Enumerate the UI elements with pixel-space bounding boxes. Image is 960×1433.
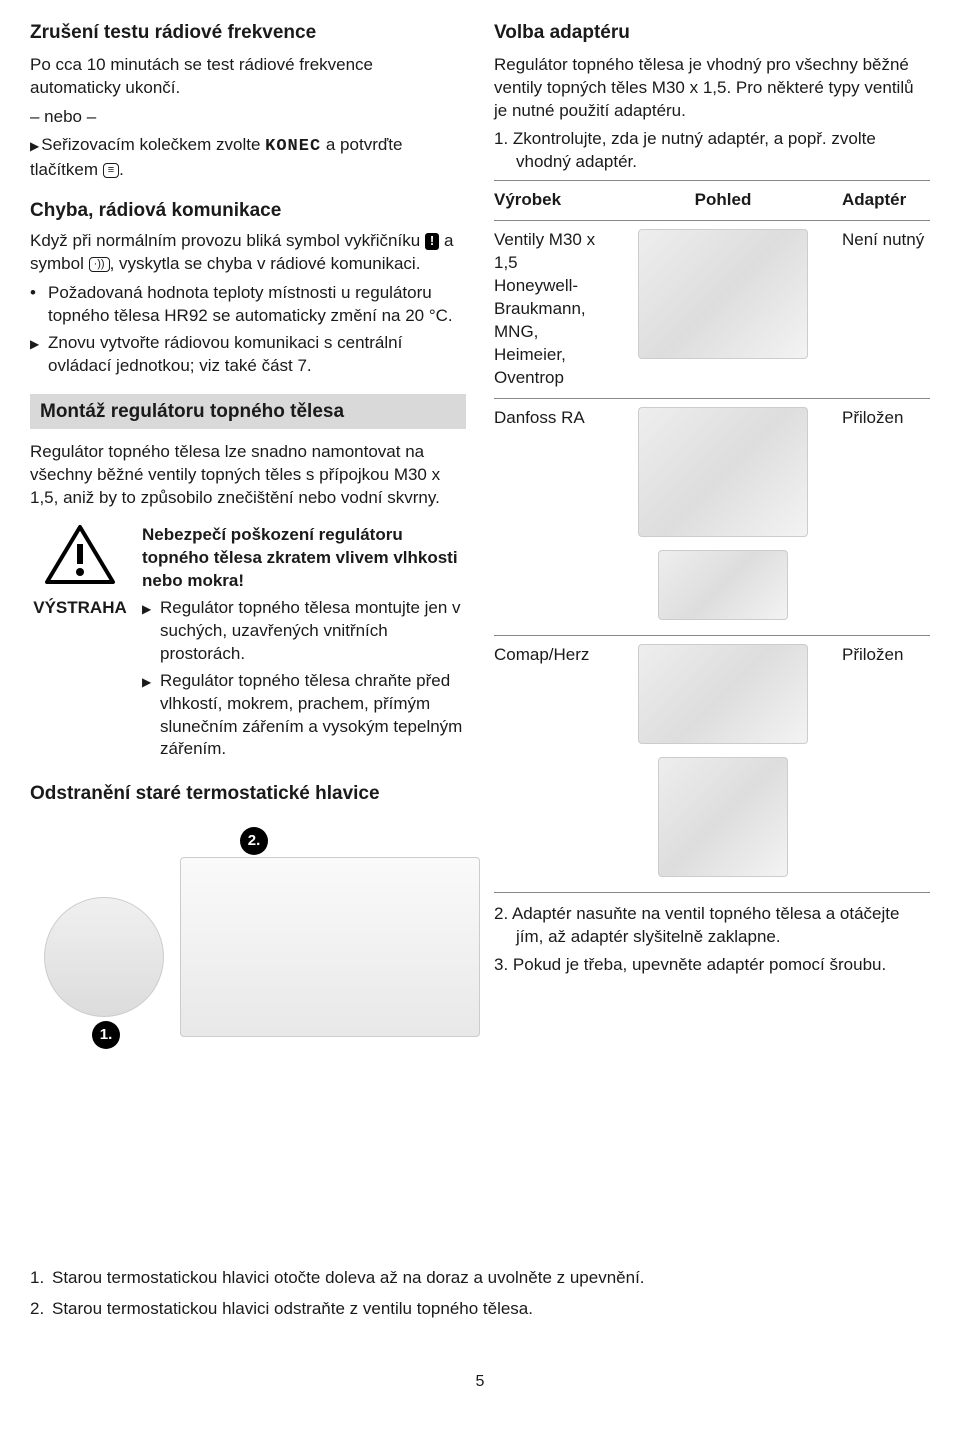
warning-title: Nebezpečí poškození regulátoru topného t…: [142, 524, 466, 593]
menu-button-icon: ≡: [103, 163, 119, 178]
text-adapter-intro: Regulátor topného tělesa je vhodný pro v…: [494, 54, 930, 123]
left-column: Zrušení testu rádiové frekvence Po cca 1…: [30, 20, 466, 1057]
heading-adapter-choice: Volba adaptéru: [494, 20, 930, 46]
adapter-row-m30: Ventily M30 x 1,5 Honeywell-Braukmann, M…: [494, 221, 930, 399]
triangle-icon: [142, 597, 160, 666]
page-number: 5: [30, 1371, 930, 1393]
warning-label: VÝSTRAHA: [30, 597, 130, 620]
valve-danfoss-image-placeholder: [638, 407, 808, 537]
step-1-check-adapter: 1. Zkontrolujte, zda je nutný adaptér, a…: [494, 128, 930, 174]
footer-step-text-1: Starou termostatickou hlavici otočte dol…: [52, 1267, 645, 1290]
th-adapter: Adaptér: [842, 189, 930, 212]
heading-cancel-test: Zrušení testu rádiové frekvence: [30, 20, 466, 46]
cell-product-m30: Ventily M30 x 1,5 Honeywell-Braukmann, M…: [494, 229, 604, 390]
triangle-icon: [30, 332, 48, 378]
callout-2: 2.: [240, 827, 268, 855]
footer-step-num-1: 1.: [30, 1267, 52, 1290]
triangle-icon: [142, 670, 160, 762]
bullet-recreate-comm: Znovu vytvořte rádiovou komunikaci s cen…: [30, 332, 466, 378]
radio-icon: ·)): [89, 257, 110, 272]
warning-box: VÝSTRAHA Nebezpečí poškození regulátoru …: [30, 524, 466, 765]
adapter-row-danfoss: Danfoss RA Přiložen: [494, 399, 930, 636]
th-view: Pohled: [604, 189, 842, 212]
cell-adapter-danfoss: Přiložen: [842, 407, 930, 430]
text-auto-end: Po cca 10 minutách se test rádiové frekv…: [30, 54, 466, 100]
footer-step-2: 2. Starou termostatickou hlavici odstraň…: [30, 1298, 930, 1321]
cell-view-m30: [604, 229, 842, 366]
cell-adapter-m30: Není nutný: [842, 229, 930, 252]
right-column: Volba adaptéru Regulátor topného tělesa …: [494, 20, 930, 1057]
diagram-remove-head: 2. 1.: [30, 817, 466, 1057]
diagram-radiator-placeholder: [180, 857, 480, 1037]
adapter-comap-image-placeholder: [658, 757, 788, 877]
bullet-temp20: Požadovaná hodnota teploty místnosti u r…: [30, 282, 466, 328]
text-or: – nebo –: [30, 106, 466, 129]
warning-right: Nebezpečí poškození regulátoru topného t…: [142, 524, 466, 765]
text-mounting-intro: Regulátor topného tělesa lze snadno namo…: [30, 441, 466, 510]
text-error-explain: Když při normálním provozu bliká symbol …: [30, 230, 466, 276]
diagram-thermostat-head-placeholder: [44, 897, 164, 1017]
triangle-icon: [30, 134, 39, 157]
section-bar-mounting: Montáž regulátoru topného tělesa: [30, 394, 466, 430]
cell-adapter-comap: Přiložen: [842, 644, 930, 667]
bullet-dot-icon: [30, 282, 48, 328]
adapter-row-comap: Comap/Herz Přiložen: [494, 636, 930, 893]
cell-view-comap: [604, 644, 842, 884]
cell-view-danfoss: [604, 407, 842, 627]
footer-step-num-2: 2.: [30, 1298, 52, 1321]
warning-item-1: Regulátor topného tělesa montujte jen v …: [142, 597, 466, 666]
cell-product-comap: Comap/Herz: [494, 644, 604, 667]
cell-product-danfoss: Danfoss RA: [494, 407, 604, 430]
adapter-danfoss-image-placeholder: [658, 550, 788, 620]
warning-triangle-icon: [44, 524, 116, 586]
callout-1: 1.: [92, 1021, 120, 1049]
text-dial-konec: Seřizovacím kolečkem zvolte KONEC a potv…: [30, 134, 466, 182]
th-product: Výrobek: [494, 189, 604, 212]
step-2-slide-adapter: 2. Adaptér nasuňte na ventil topného těl…: [494, 903, 930, 949]
exclamation-icon: !: [425, 233, 439, 249]
valve-m30-image-placeholder: [638, 229, 808, 359]
adapter-table-header: Výrobek Pohled Adaptér: [494, 180, 930, 221]
konec-label: KONEC: [265, 137, 321, 156]
valve-comap-image-placeholder: [638, 644, 808, 744]
step-3-secure-adapter: 3. Pokud je třeba, upevněte adaptér pomo…: [494, 954, 930, 977]
footer-step-1: 1. Starou termostatickou hlavici otočte …: [30, 1267, 930, 1290]
heading-remove-old-head: Odstranění staré termostatické hlavice: [30, 781, 466, 807]
footer-step-text-2: Starou termostatickou hlavici odstraňte …: [52, 1298, 533, 1321]
warning-left: VÝSTRAHA: [30, 524, 130, 765]
warning-item-2: Regulátor topného tělesa chraňte před vl…: [142, 670, 466, 762]
heading-radio-error: Chyba, rádiová komunikace: [30, 198, 466, 224]
footer-steps: 1. Starou termostatickou hlavici otočte …: [30, 1267, 930, 1321]
